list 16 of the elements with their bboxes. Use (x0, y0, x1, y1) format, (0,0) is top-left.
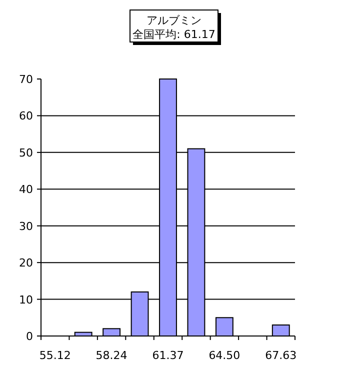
y-tick-label: 40 (19, 183, 33, 196)
x-tick-label: 64.50 (208, 349, 240, 362)
chart-subtitle: 全国平均: 61.17 (132, 28, 216, 41)
y-tick-label: 10 (19, 293, 33, 306)
x-tick-label: 58.24 (96, 349, 128, 362)
x-tick-label: 61.37 (152, 349, 184, 362)
title-box: アルブミン 全国平均: 61.17 (130, 10, 221, 45)
x-tick-label: 67.63 (265, 349, 297, 362)
y-tick-label: 0 (26, 330, 33, 343)
y-tick-label: 20 (19, 256, 33, 270)
y-tick-label: 50 (19, 146, 33, 160)
x-tick-label: 55.12 (39, 349, 71, 362)
y-tick-label: 30 (19, 220, 33, 233)
y-tick-label: 60 (19, 110, 33, 123)
chart-title: アルブミン (146, 14, 202, 27)
y-tick-label: 70 (19, 73, 33, 86)
